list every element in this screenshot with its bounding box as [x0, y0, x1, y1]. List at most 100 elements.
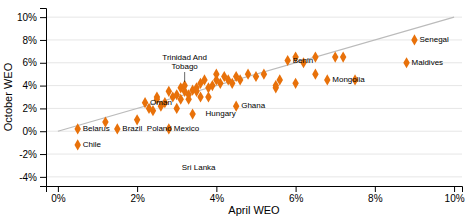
annotation: Sri Lanka — [182, 163, 216, 172]
scatter-point — [217, 78, 223, 89]
x-tick: 4% — [210, 186, 225, 204]
y-tick: -2% — [19, 149, 46, 160]
y-tick-label: 6% — [23, 57, 38, 68]
scatter-point — [114, 123, 120, 134]
x-tick-label: 4% — [210, 193, 225, 204]
annotation-line: Tobago — [172, 62, 199, 71]
y-tick-label: 2% — [23, 103, 38, 114]
y-tick-mark — [40, 154, 46, 155]
y-tick-mark — [40, 40, 46, 41]
y-tick: 6% — [23, 57, 46, 68]
scatter-point — [253, 71, 259, 82]
grid-line — [46, 176, 462, 177]
scatter-point — [277, 74, 283, 85]
annotation: Trinidad AndTobago — [162, 53, 207, 71]
y-tick-mark — [40, 86, 46, 87]
y-tick-label: 0% — [23, 126, 38, 137]
scatter-point — [229, 78, 235, 89]
x-tick-mark — [216, 186, 217, 192]
y-tick: 8% — [23, 35, 46, 46]
annotation: Hungary — [206, 109, 236, 118]
y-tick-label: 10% — [17, 12, 37, 23]
scatter-point — [332, 51, 338, 62]
scatter-point — [292, 78, 298, 89]
scatter-point — [237, 74, 243, 85]
scatter-point — [177, 94, 183, 105]
y-axis-title: October WEO — [2, 62, 14, 131]
y-tick: -4% — [19, 172, 46, 183]
annotation: Mexico — [174, 124, 200, 133]
scatter-series — [74, 34, 417, 150]
y-tick-mark — [40, 131, 46, 132]
scatter-point — [74, 139, 80, 150]
chart-container: 0% 2% 4% 6% 8% 10% -4% -2% 0% 2% 4% 6% 8% 10% Trinidad… — [0, 0, 474, 218]
scatter-point — [261, 69, 267, 80]
grid-line — [46, 17, 462, 18]
x-tick-label: 0% — [51, 193, 66, 204]
marks — [58, 17, 454, 150]
x-tick: 2% — [130, 186, 145, 204]
scatter-point — [411, 34, 417, 45]
x-tick: 8% — [368, 186, 383, 204]
x-tick-mark — [454, 186, 455, 192]
annotations: Trinidad AndTobago Belarus Chile Brazil Oman… — [83, 35, 449, 172]
grid-line — [46, 154, 462, 155]
trend-line — [58, 17, 454, 131]
scatter-point — [174, 103, 180, 114]
x-tick-mark — [375, 186, 376, 192]
y-axis-line — [40, 9, 47, 187]
grid-line — [46, 39, 462, 40]
y-tick: 0% — [23, 126, 46, 137]
annotation: Chile — [83, 140, 102, 149]
annotation: Belarus — [83, 124, 110, 133]
y-tick: 10% — [17, 12, 46, 23]
scatter-point — [213, 69, 219, 80]
annotation: Maldives — [412, 58, 444, 67]
annotation-line: Trinidad And — [162, 53, 207, 62]
y-tick-mark — [40, 177, 46, 178]
x-axis: 0% 2% 4% 6% 8% 10% — [47, 186, 465, 204]
annotation: Mongolia — [332, 75, 365, 84]
grid-line — [46, 85, 462, 86]
x-axis-title: April WEO — [228, 204, 280, 216]
x-tick: 10% — [445, 186, 465, 204]
annotation: Brazil — [122, 124, 142, 133]
x-tick-label: 10% — [445, 193, 465, 204]
x-tick-mark — [296, 186, 297, 192]
y-tick-label: -4% — [19, 172, 37, 183]
x-tick-label: 2% — [130, 193, 145, 204]
scatter-point — [189, 109, 195, 120]
scatter-point — [273, 82, 279, 93]
scatter-point — [74, 123, 80, 134]
x-tick-label: 8% — [368, 193, 383, 204]
y-axis: -4% -2% 0% 2% 4% 6% 8% 10% — [17, 9, 47, 187]
annotation: Oman — [150, 98, 172, 107]
scatter-point — [324, 74, 330, 85]
y-tick-label: 8% — [23, 35, 38, 46]
y-tick: 2% — [23, 103, 46, 114]
x-tick-label: 6% — [289, 193, 304, 204]
x-tick: 0% — [51, 186, 66, 204]
x-tick-mark — [137, 186, 138, 192]
scatter-point — [312, 69, 318, 80]
annotation: Benin — [293, 56, 313, 65]
x-axis-line — [47, 187, 463, 193]
annotation: Ghana — [241, 101, 266, 110]
scatter-point — [201, 74, 207, 85]
y-tick-label: -2% — [19, 149, 37, 160]
annotation: Poland — [147, 124, 172, 133]
grid — [46, 17, 462, 177]
y-tick-label: 4% — [23, 80, 38, 91]
annotation-leader — [184, 72, 185, 82]
y-tick: 4% — [23, 80, 46, 91]
scatter-point — [197, 91, 203, 102]
y-tick-mark — [40, 17, 46, 18]
y-tick-mark — [40, 108, 46, 109]
x-tick-mark — [58, 186, 59, 192]
scatter-point — [284, 55, 290, 66]
plot: 0% 2% 4% 6% 8% 10% -4% -2% 0% 2% 4% 6% 8% 10% Trinidad… — [17, 9, 465, 205]
chart: 0% 2% 4% 6% 8% 10% -4% -2% 0% 2% 4% 6% 8% 10% Trinidad… — [0, 0, 474, 218]
grid-line — [46, 62, 462, 63]
scatter-point — [245, 69, 251, 80]
scatter-point — [340, 51, 346, 62]
